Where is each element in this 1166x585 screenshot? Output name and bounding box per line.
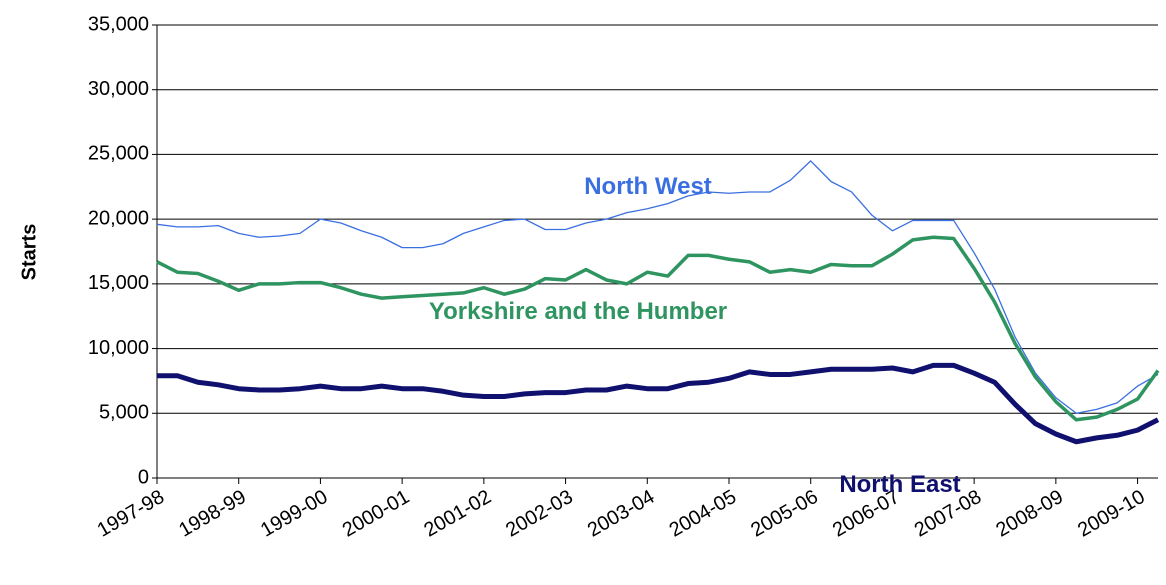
x-tick-label: 2004-05	[666, 486, 741, 542]
series-label: North West	[584, 173, 712, 200]
line-series	[157, 362, 1160, 445]
x-tick-label: 2003-04	[584, 486, 659, 542]
x-tick-label: 1998-99	[175, 486, 250, 542]
y-tick-label: 10,000	[88, 337, 149, 359]
line-series	[156, 160, 1159, 414]
x-tick-label: 2001-02	[420, 486, 495, 542]
y-axis-label: Starts	[18, 224, 40, 281]
x-tick-label: 1997-98	[94, 486, 169, 542]
x-tick-label: 2008-09	[992, 486, 1067, 542]
y-tick-label: 15,000	[88, 272, 149, 294]
y-tick-label: 20,000	[88, 207, 149, 229]
y-tick-label: 0	[138, 466, 149, 488]
y-tick-label: 25,000	[88, 143, 149, 165]
x-tick-label: 2009-10	[1074, 486, 1149, 542]
x-tick-label: 2002-03	[502, 486, 577, 542]
y-tick-label: 35,000	[88, 13, 149, 35]
series-label: Yorkshire and the Humber	[428, 298, 728, 325]
y-tick-label: 5,000	[99, 402, 149, 424]
line-series	[156, 235, 1160, 422]
x-tick-label: 2000-01	[339, 486, 414, 542]
x-tick-label: 1999-00	[257, 486, 332, 542]
series-label: North East	[839, 471, 961, 498]
y-tick-label: 30,000	[88, 78, 149, 100]
